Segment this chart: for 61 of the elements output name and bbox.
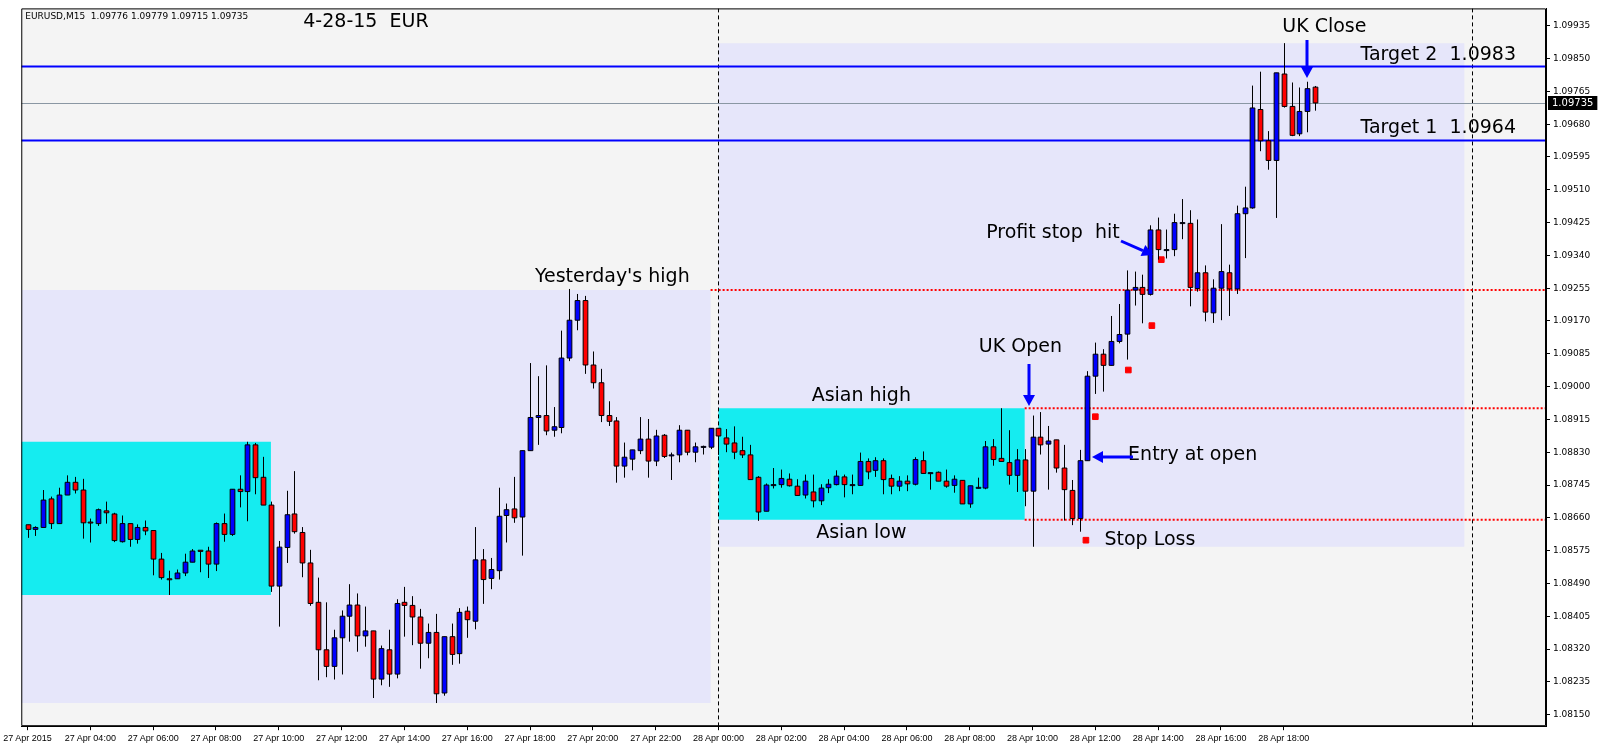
y-tick-label: 1.08405: [1553, 610, 1591, 621]
y-tick-label: 1.09510: [1553, 184, 1591, 195]
x-tick-label: 27 Apr 06:00: [127, 733, 179, 744]
annotation: UK Close: [1282, 13, 1367, 36]
y-tick-label: 1.09000: [1553, 380, 1591, 391]
annotation: Profit stop hit: [986, 220, 1120, 243]
point: [1092, 413, 1099, 421]
x-tick-label: 28 Apr 08:00: [944, 733, 996, 744]
ref-line-label: 1.09735: [1552, 96, 1594, 108]
point: [1157, 256, 1165, 263]
x-tick-label: 27 Apr 12:00: [316, 733, 368, 744]
y-tick-label: 1.09935: [1553, 20, 1591, 31]
annotation: Yesterday's high: [533, 264, 690, 287]
x-tick-label: 28 Apr 02:00: [755, 733, 807, 744]
y-tick-label: 1.08320: [1553, 643, 1591, 654]
y-tick-label: 1.08660: [1553, 512, 1591, 523]
x-tick-label: 27 Apr 04:00: [64, 733, 116, 744]
y-tick-label: 1.09255: [1553, 282, 1591, 293]
y-tick-label: 1.08745: [1553, 479, 1591, 490]
annotation: Stop Loss: [1104, 527, 1196, 550]
x-tick-label: 27 Apr 10:00: [253, 733, 305, 744]
point: [1148, 322, 1156, 329]
point: [1082, 536, 1090, 544]
ref-line-label: Target 1 1.0964: [1359, 115, 1516, 138]
annotation: Asian low: [816, 519, 907, 542]
y-tick-label: 1.08575: [1553, 544, 1591, 555]
y-tick-label: 1.09765: [1553, 85, 1591, 96]
y-tick-label: 1.09425: [1553, 216, 1591, 227]
y-tick-label: 1.09085: [1553, 348, 1591, 359]
ref-line-label: Target 2 1.0983: [1359, 41, 1516, 64]
chart-subtitle: EURUSD,M15 1.09776 1.09779 1.09715 1.09735: [25, 10, 249, 21]
y-tick-label: 1.09170: [1553, 315, 1591, 326]
annotation: Entry at open: [1128, 442, 1258, 465]
y-tick-label: 1.09680: [1553, 118, 1591, 129]
x-tick-label: 27 Apr 08:00: [190, 733, 242, 744]
x-tick-label: 27 Apr 22:00: [630, 733, 682, 744]
x-tick-label: 28 Apr 16:00: [1195, 733, 1247, 744]
x-tick-label: 28 Apr 10:00: [1007, 733, 1059, 744]
x-tick-label: 28 Apr 00:00: [692, 733, 744, 744]
x-tick-label: 28 Apr 04:00: [818, 733, 870, 744]
y-tick-label: 1.09340: [1553, 249, 1591, 260]
x-tick-label: 28 Apr 12:00: [1069, 733, 1121, 744]
x-tick-label: 27 Apr 14:00: [378, 733, 430, 744]
x-tick-label: 27 Apr 2015: [3, 733, 52, 744]
annotation: Asian high: [811, 383, 911, 406]
x-tick-label: 27 Apr 18:00: [504, 733, 556, 744]
x-tick-label: 27 Apr 16:00: [441, 733, 493, 744]
y-tick-label: 1.08235: [1553, 676, 1591, 687]
x-tick-label: 28 Apr 14:00: [1132, 733, 1184, 744]
y-tick-label: 1.08915: [1553, 413, 1591, 424]
x-tick-label: 28 Apr 06:00: [881, 733, 933, 744]
y-tick-label: 1.09595: [1553, 151, 1591, 162]
x-tick-label: 28 Apr 18:00: [1258, 733, 1310, 744]
point: [1124, 366, 1132, 374]
x-tick-label: 27 Apr 20:00: [567, 733, 619, 744]
chart-title: 4-28-15 EUR: [303, 9, 429, 32]
y-tick-label: 1.08150: [1553, 708, 1591, 719]
y-tick-label: 1.08830: [1553, 446, 1591, 457]
y-tick-label: 1.08490: [1553, 577, 1591, 588]
y-tick-label: 1.09850: [1553, 52, 1591, 63]
annotation: UK Open: [978, 333, 1062, 356]
